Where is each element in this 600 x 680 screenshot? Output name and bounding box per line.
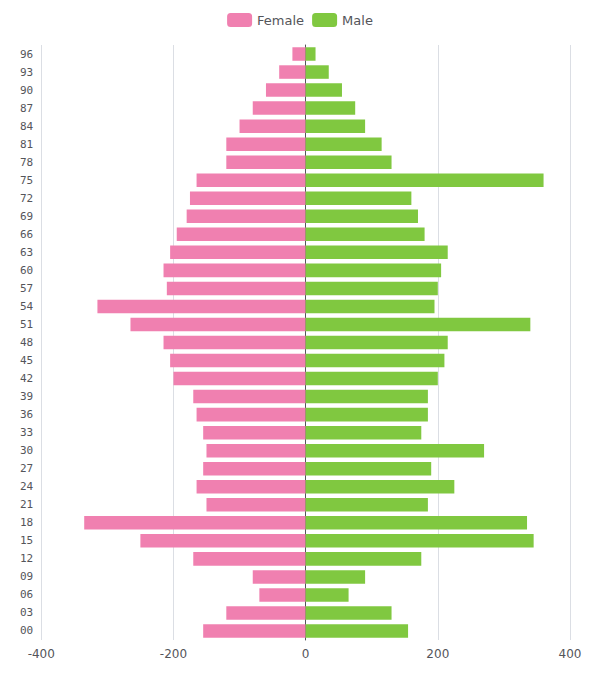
svg-text:15: 15 [20,534,33,547]
svg-text:Male: Male [342,13,373,28]
svg-text:69: 69 [20,210,33,223]
svg-text:00: 00 [20,624,33,637]
svg-text:12: 12 [20,552,33,565]
svg-text:Female: Female [257,13,304,28]
svg-text:06: 06 [20,588,33,601]
svg-text:51: 51 [20,318,33,331]
svg-text:33: 33 [20,426,33,439]
svg-text:03: 03 [20,606,33,619]
svg-text:60: 60 [20,264,33,277]
svg-text:93: 93 [20,66,33,79]
svg-text:09: 09 [20,570,33,583]
svg-text:-200: -200 [160,647,187,661]
svg-text:66: 66 [20,228,33,241]
svg-text:72: 72 [20,192,33,205]
svg-text:30: 30 [20,444,33,457]
svg-text:36: 36 [20,408,33,421]
svg-text:45: 45 [20,354,33,367]
svg-text:400: 400 [559,647,582,661]
svg-text:90: 90 [20,84,33,97]
svg-text:21: 21 [20,498,33,511]
svg-text:81: 81 [20,138,33,151]
svg-text:63: 63 [20,246,33,259]
svg-text:18: 18 [20,516,33,529]
svg-text:200: 200 [426,647,449,661]
svg-text:96: 96 [20,48,33,61]
svg-text:48: 48 [20,336,33,349]
svg-text:87: 87 [20,102,33,115]
svg-text:0: 0 [302,647,310,661]
svg-text:75: 75 [20,174,33,187]
svg-text:27: 27 [20,462,33,475]
svg-text:42: 42 [20,372,33,385]
svg-text:-400: -400 [28,647,55,661]
svg-text:84: 84 [20,120,34,133]
svg-text:24: 24 [20,480,34,493]
svg-text:78: 78 [20,156,33,169]
svg-text:57: 57 [20,282,33,295]
svg-text:39: 39 [20,390,33,403]
svg-text:54: 54 [20,300,34,313]
